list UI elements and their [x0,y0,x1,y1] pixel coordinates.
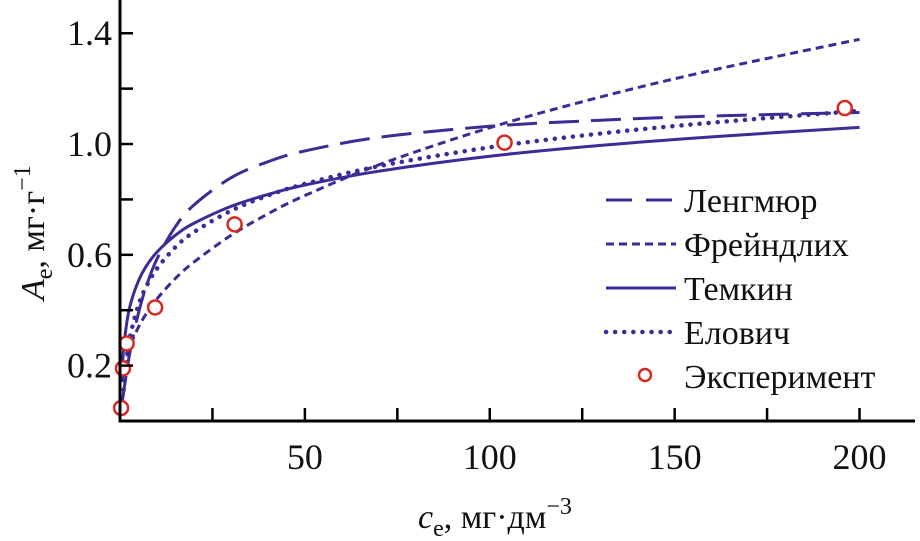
y-tick-label: 0.6 [67,235,112,275]
x-tick-label: 50 [287,437,323,477]
tick-labels: 50 100 150 200 0.2 0.6 1.0 1.4 [67,13,887,477]
legend-label: Фрейндлих [684,227,849,264]
experiment-point [496,134,513,151]
x-axis-label: ce, мг·дм−3 [418,494,572,541]
x-tick-label: 100 [463,437,517,477]
legend: Ленгмюр Фрейндлих Темкин Елович Эксперимент [603,183,875,396]
y-tick-label: 0.2 [67,346,112,386]
axes [118,0,915,423]
x-tick-label: 200 [833,437,887,477]
experiment-point [114,360,132,377]
experiment-point [226,216,243,233]
experiment-point [118,335,135,352]
legend-label: Ленгмюр [684,183,818,220]
legend-swatch-points [637,367,653,383]
y-tick-label: 1.4 [67,13,112,53]
legend-label: Елович [684,315,790,352]
series-line-3 [120,125,860,377]
y-tick-label: 1.0 [67,124,112,164]
experiment-point [146,299,164,316]
x-tick-label: 150 [648,437,702,477]
legend-label: Эксперимент [684,359,875,396]
y-axis-label: Ae, мг·г−1 [10,165,58,302]
legend-label: Темкин [684,271,793,308]
series-line-4 [121,108,862,392]
experiment-point [836,99,853,117]
